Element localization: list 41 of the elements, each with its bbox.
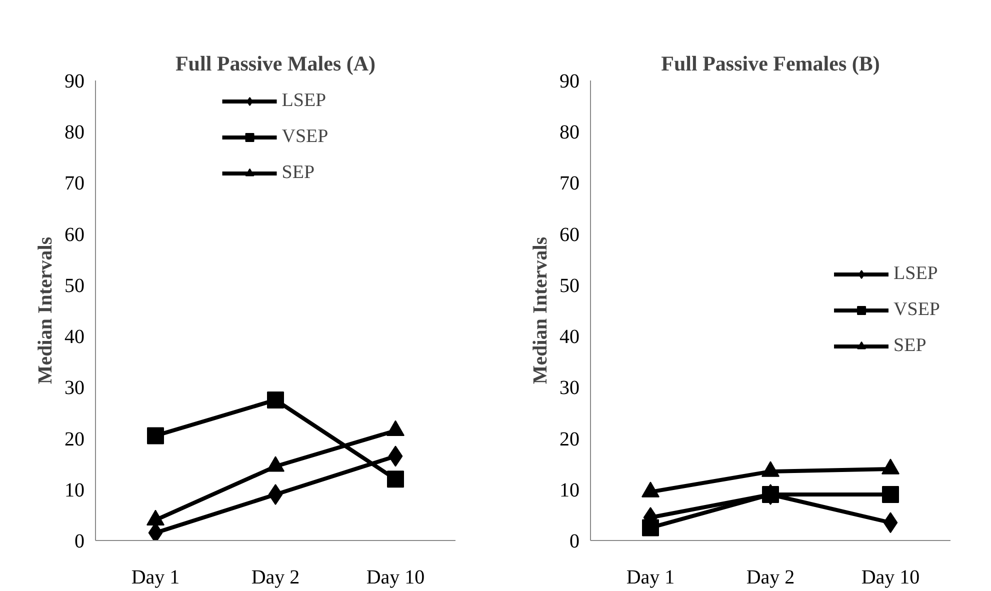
point bbox=[146, 510, 164, 526]
y-tick-label: 40 bbox=[64, 326, 84, 348]
y-axis-title: Median Intervals bbox=[530, 236, 552, 384]
y-tick-label: 70 bbox=[64, 172, 84, 195]
y-tick-label: 80 bbox=[560, 122, 580, 144]
y-tick-label: 80 bbox=[64, 122, 84, 144]
point bbox=[268, 484, 283, 505]
y-tick-label: 70 bbox=[560, 172, 580, 195]
point bbox=[267, 391, 284, 408]
chart-title: Full Passive Males (A) bbox=[175, 52, 376, 76]
legend-label: SEP bbox=[894, 335, 926, 357]
point bbox=[387, 470, 404, 488]
y-tick-label: 90 bbox=[560, 70, 580, 92]
y-tick-label: 0 bbox=[74, 530, 84, 552]
x-tick-label: Day 1 bbox=[131, 566, 180, 588]
y-tick-label: 30 bbox=[560, 377, 580, 400]
legend-label: VSEP bbox=[894, 299, 940, 321]
point bbox=[147, 427, 164, 444]
x-tick-label: Day 10 bbox=[366, 566, 425, 588]
y-tick-label: 50 bbox=[64, 274, 84, 297]
x-tick-label: Day 10 bbox=[861, 566, 920, 588]
y-tick-label: 90 bbox=[64, 70, 84, 92]
y-tick-label: 30 bbox=[64, 377, 84, 400]
legend-label: LSEP bbox=[282, 90, 326, 112]
y-tick-label: 20 bbox=[560, 428, 580, 450]
x-tick-label: Day 1 bbox=[626, 566, 675, 588]
legend-label: LSEP bbox=[894, 263, 938, 285]
x-tick-label: Day 2 bbox=[746, 566, 795, 588]
y-tick-label: 20 bbox=[64, 428, 84, 450]
y-tick-label: 40 bbox=[560, 326, 580, 348]
y-tick-label: 0 bbox=[570, 530, 580, 552]
x-tick-label: Day 2 bbox=[251, 566, 300, 588]
y-tick-label: 50 bbox=[560, 274, 580, 297]
y-tick-label: 60 bbox=[64, 224, 84, 246]
y-tick-label: 10 bbox=[64, 479, 84, 502]
legend-label: VSEP bbox=[282, 126, 328, 148]
y-tick-label: 60 bbox=[560, 224, 580, 246]
y-axis-title: Median Intervals bbox=[34, 236, 56, 384]
chart-title: Full Passive Females (B) bbox=[661, 52, 880, 76]
y-tick-label: 10 bbox=[560, 479, 580, 502]
legend-label: SEP bbox=[282, 162, 315, 184]
